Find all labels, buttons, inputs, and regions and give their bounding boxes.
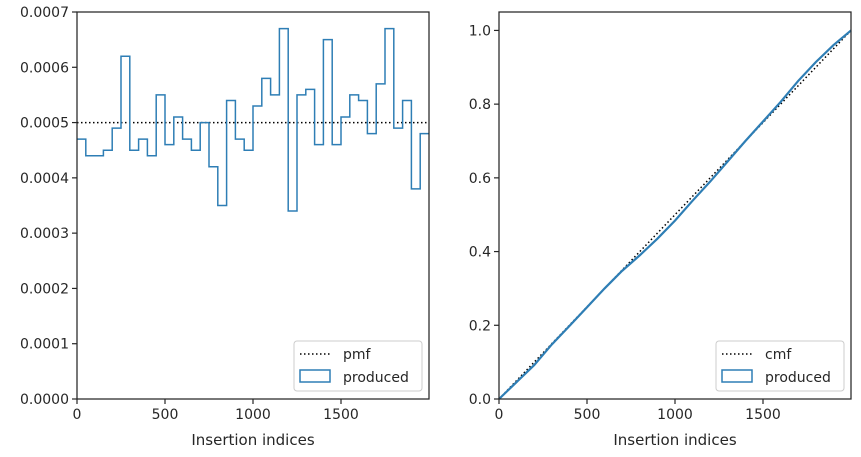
- legend-left: pmf produced: [293, 340, 423, 392]
- chart-right: 0 500 1000 1500 0.0 0.2 0.4 0.6 0.8 1.0 Insertion…: [469, 11, 852, 449]
- y-tick-label-right: 1.0: [469, 23, 491, 39]
- plot-area-right: [498, 29, 852, 400]
- y-tick-label-left: 0.0000: [20, 392, 69, 408]
- x-tick-label-right: 1000: [657, 407, 693, 423]
- x-axis-label-right: Insertion indices: [613, 431, 736, 449]
- x-tick-label-right: 1500: [745, 407, 781, 423]
- legend-produced-label-left: produced: [343, 370, 409, 386]
- legend-box-right: [715, 340, 845, 392]
- y-tick-label-left: 0.0002: [20, 281, 69, 297]
- y-tick-label-left: 0.0006: [20, 60, 69, 76]
- ticks-right: 0 500 1000 1500 0.0 0.2 0.4 0.6 0.8 1.0: [469, 23, 781, 423]
- x-tick-label-left: 1000: [235, 407, 271, 423]
- legend-produced-swatch-left: [299, 369, 331, 383]
- legend-box-left: [293, 340, 423, 392]
- x-tick-label-left: 1500: [323, 407, 359, 423]
- x-tick-label-left: 500: [152, 407, 179, 423]
- chart-left: 0 500 1000 1500 0.0000 0.0001 0.0002 0.0003 0.00…: [20, 5, 430, 449]
- y-tick-label-left: 0.0004: [20, 171, 69, 187]
- y-tick-label-right: 0.0: [469, 392, 491, 408]
- y-tick-label-right: 0.8: [469, 97, 491, 113]
- y-tick-label-right: 0.6: [469, 171, 491, 187]
- x-tick-label-right: 500: [574, 407, 601, 423]
- x-axis-label-left: Insertion indices: [191, 431, 314, 449]
- y-tick-label-left: 0.0001: [20, 337, 69, 353]
- y-tick-label-left: 0.0007: [20, 5, 69, 21]
- legend-produced-label-right: produced: [765, 370, 831, 386]
- legend-right: cmf produced: [715, 340, 845, 392]
- x-tick-label-left: 0: [73, 407, 82, 423]
- y-tick-label-left: 0.0003: [20, 226, 69, 242]
- plot-area-left: [77, 27, 429, 212]
- y-tick-label-right: 0.4: [469, 245, 491, 261]
- ticks-left: 0 500 1000 1500 0.0000 0.0001 0.0002 0.0003 0.00…: [20, 5, 359, 423]
- y-tick-label-right: 0.2: [469, 318, 491, 334]
- series-produced-right: [498, 29, 852, 400]
- x-tick-label-right: 0: [495, 407, 504, 423]
- y-tick-label-left: 0.0005: [20, 116, 69, 132]
- legend-pmf-label: pmf: [343, 347, 372, 363]
- legend-produced-swatch-right: [721, 369, 753, 383]
- series-produced-left: [77, 27, 429, 212]
- legend-cmf-label: cmf: [765, 347, 792, 363]
